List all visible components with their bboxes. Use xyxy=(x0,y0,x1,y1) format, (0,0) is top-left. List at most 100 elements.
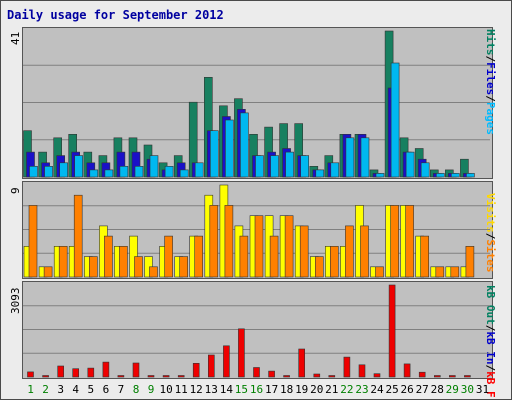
hits-bar-pages xyxy=(330,162,340,178)
kb-bar-kb-f xyxy=(358,364,366,378)
x-tick-label: 20 xyxy=(310,383,323,396)
x-tick-label: 27 xyxy=(416,383,429,396)
hits-bar-pages xyxy=(149,155,159,178)
sites-bar-sites xyxy=(420,235,430,278)
sites-bar-sites xyxy=(465,246,475,278)
x-tick-label: 16 xyxy=(250,383,263,396)
sites-bar-sites xyxy=(28,205,38,278)
hits-bar-pages xyxy=(435,173,445,178)
x-tick-label: 13 xyxy=(205,383,218,396)
kb-bar-kb-f xyxy=(57,365,65,378)
hits-bar-pages xyxy=(194,162,204,178)
hits-bar-pages xyxy=(300,155,310,178)
kb-bar-kb-f xyxy=(418,371,426,378)
sites-bar-sites xyxy=(224,205,234,278)
hits-bar-pages xyxy=(285,151,294,178)
kb-bar-kb-f xyxy=(268,370,275,378)
sites-bar-sites xyxy=(209,205,219,278)
kb-bar-kb-f xyxy=(72,368,79,378)
x-tick-label: 10 xyxy=(159,383,172,396)
hits-bar-pages xyxy=(375,173,385,178)
x-tick-label: 3 xyxy=(57,383,64,396)
sites-bar-sites xyxy=(254,215,264,278)
x-tick-label: 7 xyxy=(118,383,125,396)
sites-bar-sites xyxy=(299,225,309,278)
sites-bar-sites xyxy=(269,235,279,278)
x-tick-label: 14 xyxy=(220,383,234,396)
x-tick-label: 30 xyxy=(461,383,474,396)
kb-bar-kb-f xyxy=(162,375,170,378)
hits-bar-pages xyxy=(210,130,219,178)
sites-bar-sites xyxy=(284,215,294,278)
sites-bar-sites xyxy=(179,256,188,278)
kb-bar-kb-f xyxy=(132,362,140,378)
x-tick-label: 8 xyxy=(133,383,140,396)
sites-bar-sites xyxy=(104,235,113,278)
sites-bar-sites xyxy=(314,256,324,278)
kb-gridlines xyxy=(23,305,490,354)
kb-bar-kb-f xyxy=(42,375,49,378)
x-tick-label: 6 xyxy=(103,383,110,396)
sites-bar-sites xyxy=(58,246,68,278)
kb-bar-kb-f xyxy=(448,375,456,378)
kb-bar-kb-f xyxy=(117,375,125,378)
hits-bar-pages xyxy=(74,155,83,178)
x-tick-label: 4 xyxy=(72,383,79,396)
kb-bar-kb-f xyxy=(433,375,441,378)
sites-bar-sites xyxy=(450,266,460,278)
sites-bar-sites xyxy=(73,194,83,278)
x-tick-label: 24 xyxy=(370,383,384,396)
hits-bar-pages xyxy=(89,169,99,178)
hits-bar-pages xyxy=(345,137,355,178)
sites-bar-sites xyxy=(405,205,414,278)
kb-bar-kb-f xyxy=(388,284,396,378)
sites-bar-sites xyxy=(390,205,399,278)
hits-bar-pages xyxy=(466,173,475,178)
kb-bar-kb-f xyxy=(298,348,306,378)
x-tick-label: 5 xyxy=(87,383,94,396)
kb-bar-kb-f xyxy=(192,362,200,378)
sites-bar-sites xyxy=(329,246,339,278)
x-tick-label: 26 xyxy=(400,383,413,396)
sites-bar-sites xyxy=(360,225,369,278)
sites-bar-sites xyxy=(345,225,354,278)
x-tick-label: 21 xyxy=(325,383,338,396)
x-tick-label: 1 xyxy=(27,383,34,396)
hits-bar-pages xyxy=(315,169,325,178)
hits-bar-pages xyxy=(405,151,415,178)
kb-bar-kb-f xyxy=(313,373,321,378)
x-tick-label: 2 xyxy=(42,383,49,396)
hits-bar-pages xyxy=(390,62,400,178)
hits-gridlines xyxy=(23,64,490,141)
x-tick-label: 18 xyxy=(280,383,293,396)
hits-bar-pages xyxy=(134,166,144,178)
kb-bar-kb-f xyxy=(464,375,471,378)
hits-bar-pages xyxy=(59,162,69,178)
hits-bar-pages xyxy=(225,119,234,178)
hits-bar-pages xyxy=(44,166,53,178)
kb-bar-kb-f xyxy=(223,345,230,378)
kb-bar-kb-f xyxy=(102,361,110,378)
x-tick-label: 31 xyxy=(476,383,489,396)
sites-bar-sites xyxy=(435,266,445,278)
hits-bar-pages xyxy=(255,155,264,178)
sites-bar-sites xyxy=(375,266,384,278)
x-tick-label: 17 xyxy=(265,383,278,396)
x-tick-label: 23 xyxy=(355,383,368,396)
x-tick-label: 28 xyxy=(431,383,444,396)
sites-bar-sites xyxy=(119,246,128,278)
x-tick-label: 11 xyxy=(175,383,188,396)
sites-bar-sites xyxy=(149,266,158,278)
sites-bar-sites xyxy=(43,266,53,278)
sites-bar-sites xyxy=(194,235,203,278)
hits-bar-pages xyxy=(240,112,249,178)
hits-bar-pages xyxy=(270,155,279,178)
kb-bar-kb-f xyxy=(27,371,34,378)
chart-title: Daily usage for September 2012 xyxy=(7,8,224,22)
kb-bar-kb-f xyxy=(328,375,336,378)
hits-bar-pages xyxy=(29,166,38,178)
x-tick-label: 22 xyxy=(340,383,353,396)
x-tick-label: 9 xyxy=(148,383,155,396)
